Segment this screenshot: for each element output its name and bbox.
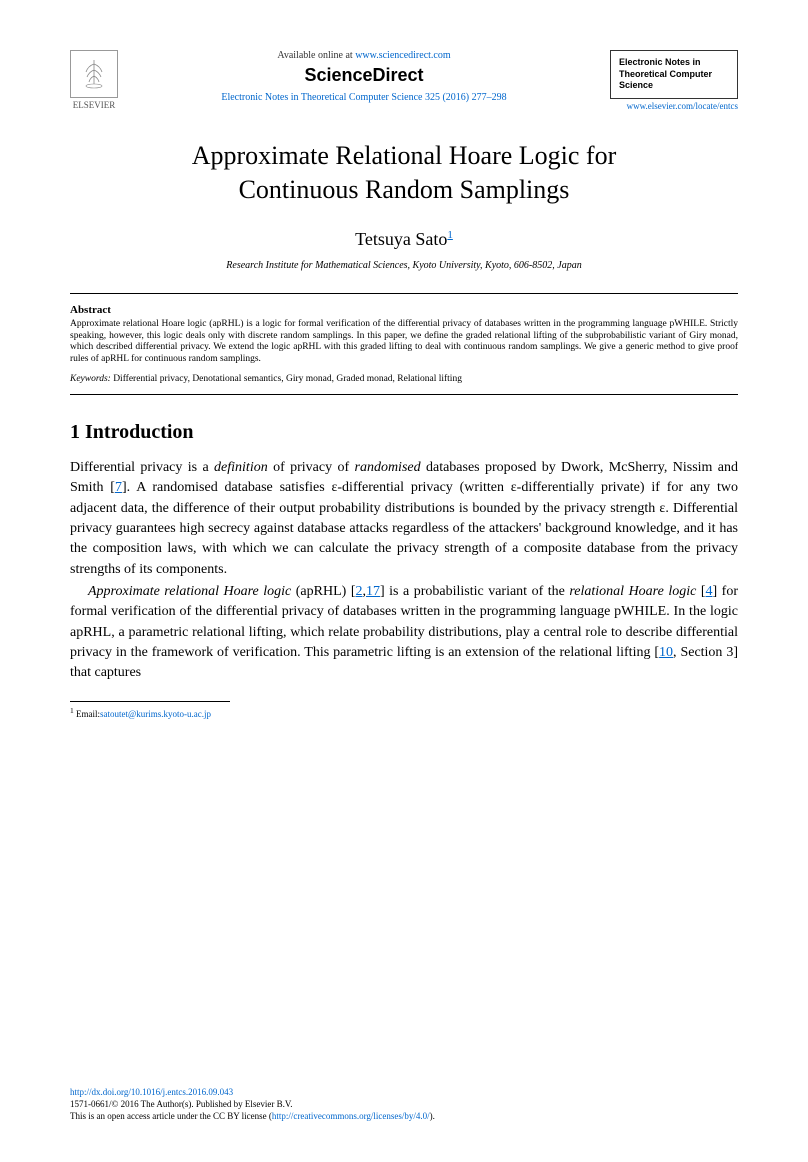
license-url[interactable]: http://creativecommons.org/licenses/by/4… (272, 1111, 430, 1121)
license-suffix: ). (430, 1111, 435, 1121)
keywords-text: Differential privacy, Denotational seman… (113, 374, 462, 384)
page-footer: http://dx.doi.org/10.1016/j.entcs.2016.0… (70, 1086, 738, 1122)
p1-f: ]. A randomised database satisfies ε-dif… (70, 480, 738, 576)
p2-f: [ (696, 584, 705, 599)
journal-url[interactable]: www.elsevier.com/locate/entcs (610, 101, 738, 111)
author-footnote-mark[interactable]: 1 (447, 229, 453, 241)
section-1-heading: 1 Introduction (70, 421, 738, 444)
cite-4[interactable]: 4 (706, 584, 713, 599)
available-url-link[interactable]: www.sciencedirect.com (355, 50, 450, 61)
elsevier-tree-icon (70, 50, 118, 98)
paper-title: Approximate Relational Hoare Logic for C… (70, 139, 738, 207)
abstract-block: Abstract Approximate relational Hoare lo… (70, 304, 738, 367)
footnote-email[interactable]: satoutet@kurims.kyoto-u.ac.jp (100, 709, 211, 719)
cite-10[interactable]: 10 (659, 645, 673, 660)
intro-para-2: Approximate relational Hoare logic (apRH… (70, 582, 738, 683)
journal-box-title: Electronic Notes in Theoretical Computer… (619, 57, 729, 92)
p1-c: of privacy of (268, 460, 355, 475)
issn-line: 1571-0661/© 2016 The Author(s). Publishe… (70, 1098, 738, 1110)
p2-a: Approximate relational Hoare logic (88, 584, 291, 599)
sciencedirect-brand: ScienceDirect (128, 65, 600, 86)
license-line: This is an open access article under the… (70, 1110, 738, 1122)
title-line-2: Continuous Random Samplings (239, 175, 570, 204)
footnote-1: 1 Email:satoutet@kurims.kyoto-u.ac.jp (70, 706, 738, 719)
footnote-label: Email: (74, 709, 100, 719)
rule-bottom (70, 394, 738, 395)
publisher-block: ELSEVIER (70, 50, 118, 110)
publisher-name: ELSEVIER (73, 100, 116, 110)
keywords-label: Keywords: (70, 374, 111, 384)
abstract-text: Approximate relational Hoare logic (apRH… (70, 319, 738, 367)
available-prefix: Available online at (277, 50, 355, 61)
p2-d: ] is a probabilistic variant of the (380, 584, 569, 599)
cite-7[interactable]: 7 (115, 480, 122, 495)
affiliation: Research Institute for Mathematical Scie… (70, 260, 738, 271)
p2-e: relational Hoare logic (569, 584, 696, 599)
center-header: Available online at www.sciencedirect.co… (118, 50, 610, 103)
p2-b: (apRHL) [ (291, 584, 355, 599)
intro-para-1: Differential privacy is a definition of … (70, 458, 738, 580)
available-online: Available online at www.sciencedirect.co… (128, 50, 600, 61)
footnote-rule (70, 701, 230, 702)
p1-b: definition (214, 460, 268, 475)
title-line-1: Approximate Relational Hoare Logic for (192, 141, 617, 170)
keywords-line: Keywords: Differential privacy, Denotati… (70, 374, 738, 384)
journal-reference[interactable]: Electronic Notes in Theoretical Computer… (128, 92, 600, 103)
cite-17[interactable]: 17 (366, 584, 380, 599)
author-line: Tetsuya Sato1 (70, 229, 738, 250)
journal-box: Electronic Notes in Theoretical Computer… (610, 50, 738, 99)
paper-header: ELSEVIER Available online at www.science… (70, 50, 738, 111)
rule-top (70, 293, 738, 294)
license-prefix: This is an open access article under the… (70, 1111, 272, 1121)
abstract-heading: Abstract (70, 304, 738, 316)
author-name: Tetsuya Sato (355, 229, 447, 249)
p1-a: Differential privacy is a (70, 460, 214, 475)
doi-link[interactable]: http://dx.doi.org/10.1016/j.entcs.2016.0… (70, 1087, 233, 1097)
p1-d: randomised (355, 460, 421, 475)
journal-box-wrap: Electronic Notes in Theoretical Computer… (610, 50, 738, 111)
